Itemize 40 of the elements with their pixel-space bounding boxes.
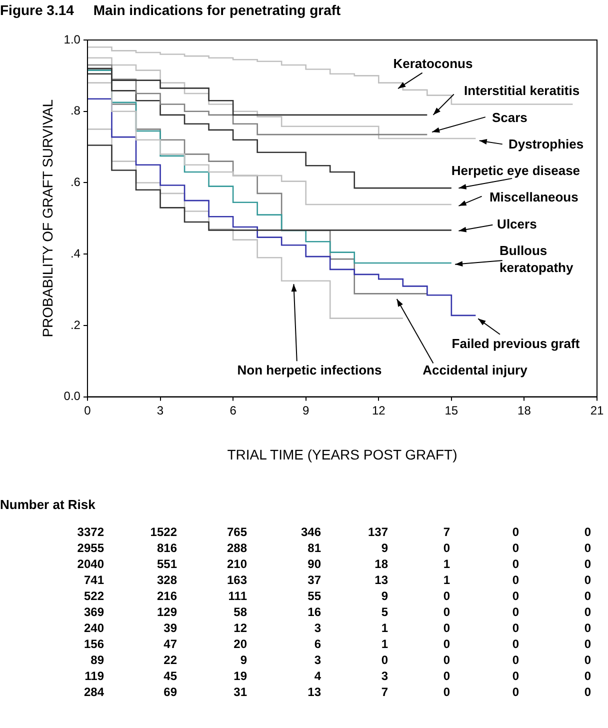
x-axis-title: TRIAL TIME (YEARS POST GRAFT) bbox=[227, 446, 458, 462]
text: 2955 816 288 81 9 0 0 0 bbox=[77, 541, 591, 555]
text: 119 45 19 4 3 0 0 0 bbox=[84, 669, 591, 683]
x-tick-label: 15 bbox=[444, 403, 458, 418]
y-tick-label: .8 bbox=[70, 104, 81, 118]
text: Non herpetic infections bbox=[237, 362, 382, 378]
text: 89 22 9 3 0 0 0 0 bbox=[90, 653, 591, 667]
y-tick-label: .2 bbox=[70, 318, 81, 332]
y-tick-label: 1.0 bbox=[64, 32, 81, 46]
text: 2040 551 210 90 18 1 0 0 bbox=[77, 557, 591, 571]
y-axis-title: PROBABILITY OF GRAFT SURVIVAL bbox=[39, 99, 56, 338]
text: Miscellaneous bbox=[489, 190, 578, 205]
text: 240 39 12 3 1 0 0 0 bbox=[84, 621, 591, 635]
text: Ulcers bbox=[497, 216, 537, 232]
x-tick-label: 9 bbox=[302, 403, 310, 418]
series-label: Failed previous graft bbox=[452, 336, 580, 351]
x-tick-label: 21 bbox=[590, 403, 604, 418]
y-tick-label: .6 bbox=[70, 175, 81, 190]
chart-title: Figure 3.14 Main indications for penetrating graft bbox=[0, 2, 341, 18]
y-tick-label: 0.0 bbox=[64, 389, 81, 404]
x-tick-label: 0 bbox=[84, 403, 92, 418]
text: Number at Risk bbox=[0, 497, 96, 514]
text: 369 129 58 16 5 0 0 0 bbox=[84, 605, 591, 619]
text: 284 69 31 13 7 0 0 0 bbox=[84, 685, 591, 699]
series-label: Herpetic eye disease bbox=[451, 163, 580, 178]
text: Accidental injury bbox=[422, 362, 528, 378]
x-tick-label: 12 bbox=[372, 403, 386, 418]
text: 741 328 163 37 13 1 0 0 bbox=[84, 573, 591, 587]
text: 522 216 111 55 9 0 0 0 bbox=[84, 589, 591, 603]
x-tick-label: 18 bbox=[518, 403, 532, 418]
text: Bullous keratopathy bbox=[500, 243, 574, 276]
y-tick-label: .4 bbox=[70, 246, 81, 260]
series-label: Keratoconus bbox=[393, 56, 473, 72]
text: Dystrophies bbox=[508, 136, 584, 152]
x-tick-label: 6 bbox=[230, 403, 237, 418]
text: Scars bbox=[492, 110, 528, 126]
text: Interstitial keratitis bbox=[464, 82, 580, 98]
x-tick-label: 3 bbox=[156, 403, 164, 418]
text: 156 47 20 6 1 0 0 0 bbox=[84, 637, 591, 651]
text: 3372 1522 765 346 137 7 0 0 bbox=[77, 525, 591, 539]
